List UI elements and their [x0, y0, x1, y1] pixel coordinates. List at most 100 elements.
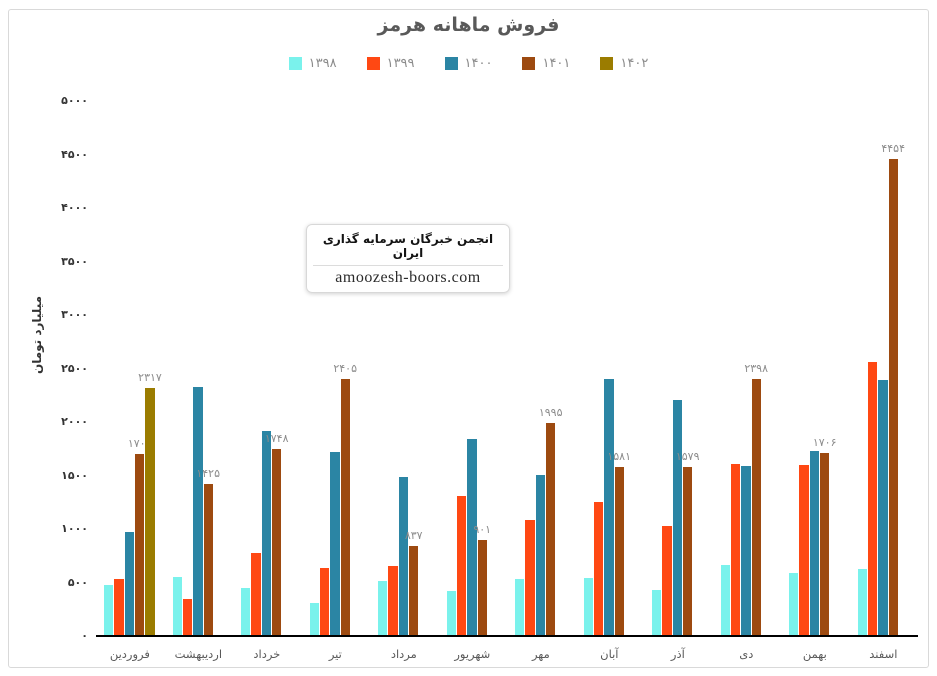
bar-۱۳۹۸-1: [172, 576, 182, 636]
bar-۱۳۹۹-5: [456, 495, 467, 636]
data-label: ۱۷۰۶: [812, 436, 837, 450]
legend-label: ۱۳۹۹: [386, 56, 415, 71]
data-label: ۸۳۷: [404, 529, 423, 543]
bar-۱۴۰۰-7: [604, 379, 614, 636]
bar-۱۴۰۱-1: [203, 483, 213, 636]
watermark: انجمن خبرگان سرمایه گذاری ایران amoozesh-…: [306, 224, 510, 293]
data-label: ۲۳۱۷: [138, 371, 162, 385]
legend-swatch-icon: [288, 57, 302, 70]
bar-۱۴۰۲-0: [145, 388, 155, 636]
y-axis-title: میلیارد تومان: [30, 295, 44, 375]
bar-۱۳۹۸-6: [515, 578, 525, 636]
legend: ۱۳۹۸ ۱۳۹۹ ۱۴۰۰ ۱۴۰۱ ۱۴۰۲: [0, 56, 937, 71]
bar-۱۳۹۹-3: [319, 567, 330, 636]
bar-۱۳۹۹-9: [730, 464, 741, 636]
legend-swatch-icon: [600, 57, 614, 70]
bar-۱۳۹۹-8: [662, 525, 672, 636]
legend-label: ۱۴۰۱: [542, 56, 571, 71]
bar-۱۴۰۱-6: [546, 422, 556, 636]
legend-item-0: ۱۳۹۸: [288, 56, 337, 71]
data-label: ۹۰۱: [473, 522, 492, 536]
bar-۱۳۹۸-8: [652, 589, 662, 636]
bar-۱۳۹۹-0: [114, 579, 124, 636]
bar-۱۴۰۰-5: [467, 439, 477, 636]
bar-۱۴۰۰-3: [330, 452, 340, 636]
legend-item-2: ۱۴۰۰: [444, 56, 493, 71]
y-tick-label: ۲۰۰۰: [61, 415, 88, 428]
y-tick-label: ۴۵۰۰: [61, 147, 88, 161]
bar-۱۴۰۰-8: [672, 399, 683, 636]
legend-label: ۱۳۹۸: [308, 56, 337, 71]
data-label: ۱۴۲۵: [196, 466, 220, 480]
bar-۱۳۹۸-10: [789, 573, 799, 636]
bar-۱۳۹۸-5: [446, 591, 456, 636]
x-tick-label-10: بهمن: [802, 647, 827, 661]
bar-۱۳۹۹-10: [799, 464, 809, 636]
y-tick-label: ۰: [81, 629, 88, 642]
x-tick-label-2: خرداد: [253, 647, 281, 661]
data-label: ۱۵۷۹: [675, 450, 700, 464]
legend-swatch-icon: [444, 57, 458, 70]
data-label: ۱۵۸۱: [607, 449, 631, 463]
chart-title: فروش ماهانه هرمز: [377, 14, 560, 36]
bar-۱۴۰۰-0: [124, 531, 135, 636]
bar-۱۴۰۱-7: [614, 466, 624, 636]
bar-۱۴۰۰-11: [878, 380, 888, 636]
data-label: ۱۹۹۵: [538, 405, 563, 419]
bar-۱۴۰۰-4: [398, 476, 409, 636]
bar-۱۴۰۱-11: [888, 159, 898, 636]
bar-۱۴۰۱-10: [820, 453, 830, 636]
x-tick-label-0: فروردین: [109, 647, 150, 661]
y-tick-label: ۵۰۰۰: [61, 94, 88, 107]
x-tick-label-7: آبان: [600, 647, 619, 661]
bar-۱۳۹۹-11: [867, 361, 878, 636]
y-tick-label: ۳۵۰۰: [61, 254, 88, 268]
bar-۱۳۹۸-4: [378, 580, 388, 636]
watermark-association-name: انجمن خبرگان سرمایه گذاری ایران: [313, 232, 503, 266]
y-tick-label: ۲۵۰۰: [61, 361, 88, 375]
x-tick-label-3: تیر: [328, 647, 342, 661]
bar-۱۴۰۱-5: [477, 539, 487, 636]
legend-label: ۱۴۰۲: [620, 56, 649, 71]
data-label: ۲۴۰۵: [333, 361, 357, 375]
bar-۱۳۹۹-7: [593, 501, 604, 636]
bar-۱۴۰۱-0: [135, 453, 145, 636]
bar-۱۳۹۹-1: [182, 598, 193, 636]
bar-۱۴۰۰-10: [809, 451, 820, 636]
data-label: ۲۳۹۸: [744, 362, 768, 376]
y-tick-label: ۱۵۰۰: [61, 468, 88, 482]
legend-item-4: ۱۴۰۲: [600, 56, 648, 71]
legend-swatch-icon: [366, 57, 380, 70]
bar-۱۳۹۹-2: [251, 553, 261, 636]
x-tick-label-4: مرداد: [390, 647, 417, 661]
x-tick-label-8: آذر: [670, 647, 685, 661]
bar-۱۴۰۰-1: [193, 386, 203, 636]
x-tick-label-6: مهر: [531, 647, 550, 661]
bar-۱۳۹۸-7: [583, 577, 593, 636]
legend-item-1: ۱۳۹۹: [366, 56, 415, 71]
y-tick-label: ۳۰۰۰: [61, 308, 88, 321]
bar-۱۳۹۹-6: [525, 519, 535, 636]
bar-۱۴۰۱-4: [409, 546, 419, 636]
y-tick-label: ۴۰۰۰: [61, 201, 88, 214]
bar-۱۳۹۸-2: [241, 588, 251, 636]
y-tick-label: ۵۰۰: [67, 575, 88, 589]
bar-۱۳۹۸-0: [104, 584, 114, 636]
bar-۱۴۰۱-2: [272, 448, 282, 636]
legend-label: ۱۴۰۰: [464, 56, 493, 71]
watermark-site-url: amoozesh-boors.com: [335, 269, 481, 286]
bar-۱۴۰۰-9: [741, 465, 751, 636]
bar-۱۴۰۰-6: [535, 474, 546, 636]
data-label: ۱۷۴۸: [264, 431, 289, 445]
x-tick-label-9: دی: [739, 647, 754, 661]
bar-۱۳۹۸-11: [857, 568, 867, 636]
legend-swatch-icon: [522, 57, 536, 70]
x-tick-label-11: اسفند: [869, 647, 898, 661]
bar-۱۴۰۰-2: [261, 430, 272, 636]
legend-item-3: ۱۴۰۱: [522, 56, 570, 71]
x-tick-label-5: شهریور: [454, 647, 491, 661]
bar-۱۴۰۱-8: [683, 467, 693, 636]
data-label: ۴۴۵۴: [881, 142, 905, 156]
y-tick-label: ۱۰۰۰: [61, 522, 88, 535]
